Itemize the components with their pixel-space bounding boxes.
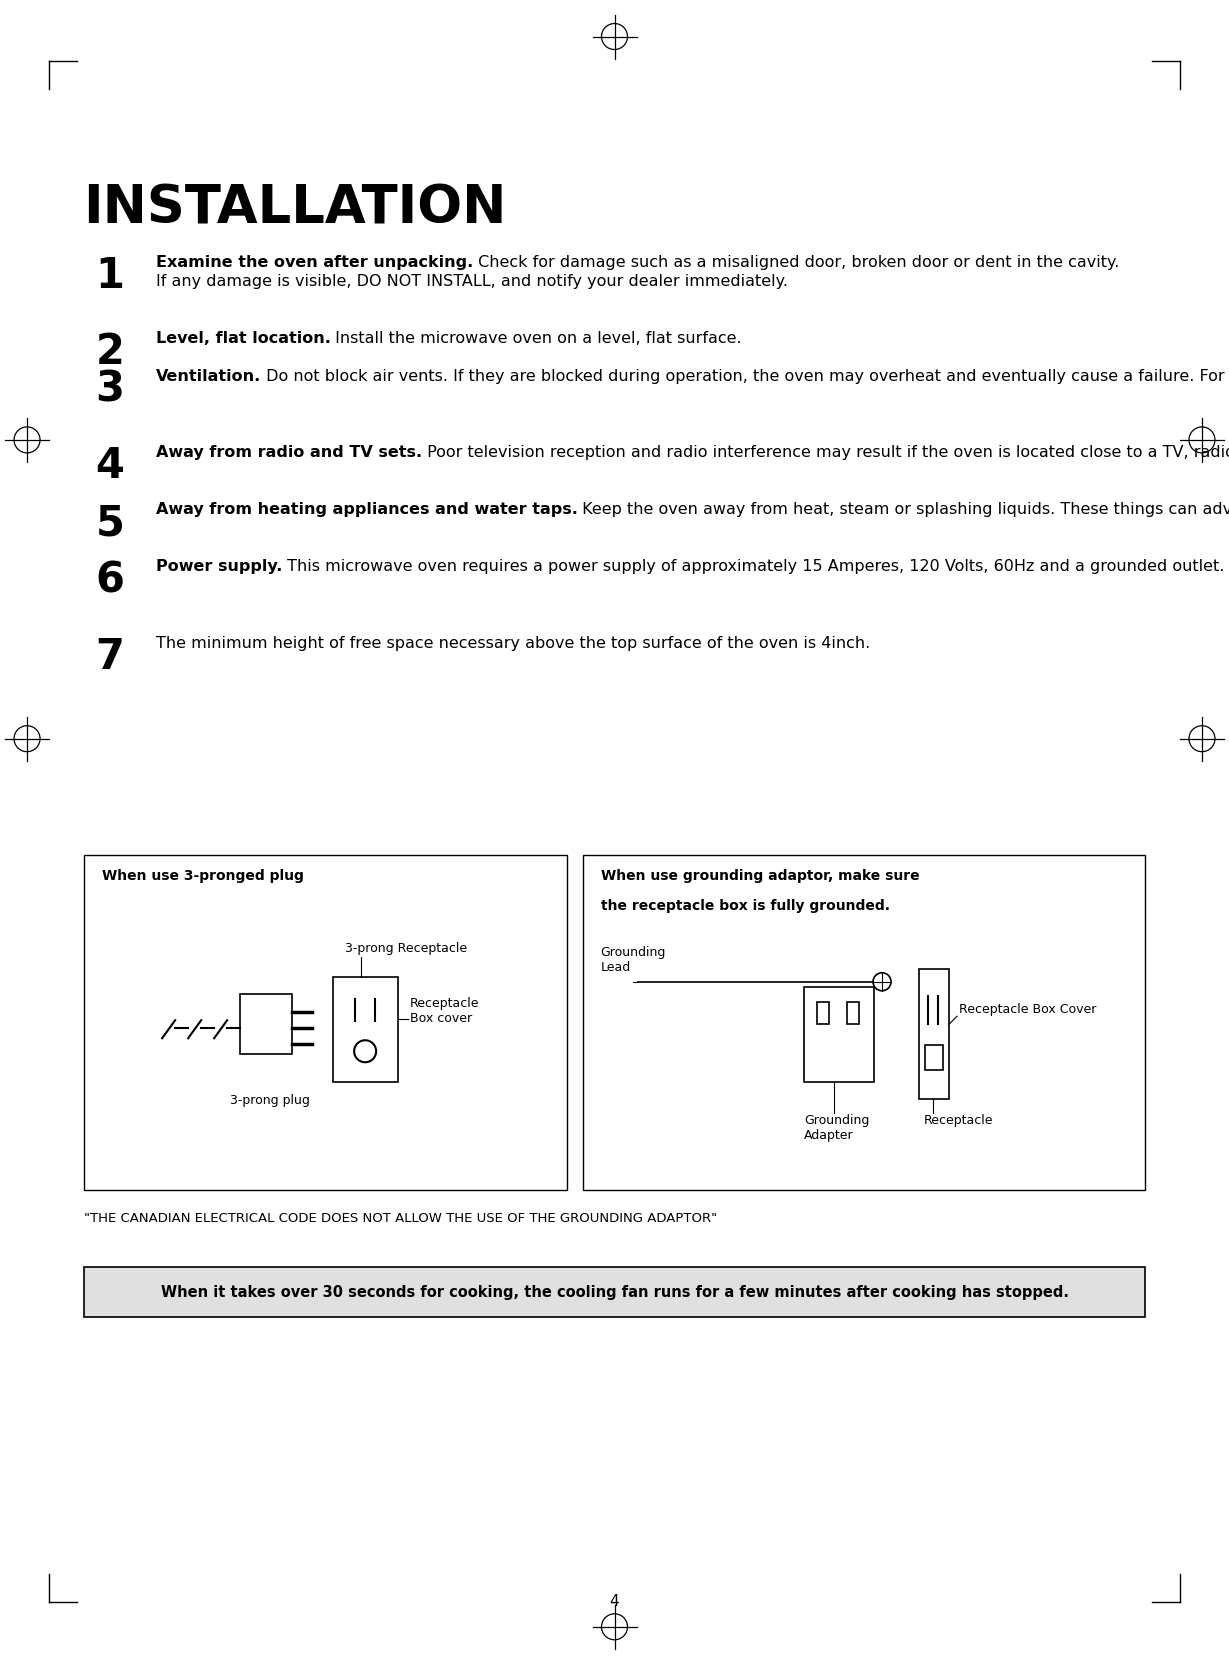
Bar [847, 1003, 859, 1024]
Text: 3-prong plug: 3-prong plug [230, 1094, 310, 1107]
Text: Receptacle Box Cover: Receptacle Box Cover [959, 1003, 1096, 1016]
Text: Power supply.: Power supply. [156, 559, 281, 574]
Text: Level, flat location.: Level, flat location. [156, 330, 331, 345]
Text: 4: 4 [610, 1594, 619, 1610]
Bar [583, 855, 1145, 1190]
Text: 3-prong Receptacle: 3-prong Receptacle [345, 941, 467, 954]
Text: 4: 4 [96, 445, 124, 486]
Text: Away from heating appliances and water taps.: Away from heating appliances and water t… [156, 501, 578, 518]
Text: Grounding
Adapter: Grounding Adapter [804, 1114, 869, 1142]
Text: This microwave oven requires a power supply of approximately 15 Amperes, 120 Vol: This microwave oven requires a power sup… [281, 559, 1229, 574]
Text: "THE CANADIAN ELECTRICAL CODE DOES NOT ALLOW THE USE OF THE GROUNDING ADAPTOR": "THE CANADIAN ELECTRICAL CODE DOES NOT A… [84, 1212, 717, 1225]
Text: 5: 5 [96, 501, 124, 544]
Bar [925, 1046, 943, 1071]
Bar [84, 1267, 1145, 1316]
Text: 2: 2 [96, 330, 124, 374]
Bar [333, 976, 398, 1082]
Text: the receptacle box is fully grounded.: the receptacle box is fully grounded. [601, 900, 890, 913]
Text: Poor television reception and radio interference may result if the oven is locat: Poor television reception and radio inte… [422, 445, 1229, 460]
Text: INSTALLATION: INSTALLATION [84, 183, 506, 234]
Text: 1: 1 [96, 254, 124, 297]
Text: Examine the oven after unpacking.: Examine the oven after unpacking. [156, 254, 473, 269]
Text: Install the microwave oven on a level, flat surface.: Install the microwave oven on a level, f… [331, 330, 742, 345]
Text: Do not block air vents. If they are blocked during operation, the oven may overh: Do not block air vents. If they are bloc… [261, 369, 1229, 383]
Bar [817, 1003, 830, 1024]
Text: When it takes over 30 seconds for cooking, the cooling fan runs for a few minute: When it takes over 30 seconds for cookin… [161, 1285, 1068, 1300]
Text: Receptacle: Receptacle [924, 1114, 993, 1127]
Text: Ventilation.: Ventilation. [156, 369, 261, 383]
Text: 6: 6 [96, 559, 124, 601]
Text: Away from radio and TV sets.: Away from radio and TV sets. [156, 445, 422, 460]
Text: Grounding
Lead: Grounding Lead [601, 946, 666, 974]
Text: The minimum height of free space necessary above the top surface of the oven is : The minimum height of free space necessa… [156, 636, 870, 651]
Text: Check for damage such as a misaligned door, broken door or dent in the cavity.: Check for damage such as a misaligned do… [473, 254, 1120, 269]
Bar [804, 986, 874, 1082]
Bar [919, 969, 949, 1099]
Polygon shape [240, 994, 293, 1054]
Text: Receptacle
Box cover: Receptacle Box cover [409, 998, 479, 1026]
Text: Keep the oven away from heat, steam or splashing liquids. These things can adver: Keep the oven away from heat, steam or s… [578, 501, 1229, 518]
Bar [84, 855, 567, 1190]
Text: If any damage is visible, DO NOT INSTALL, and notify your dealer immediately.: If any damage is visible, DO NOT INSTALL… [156, 274, 788, 289]
Text: 7: 7 [96, 636, 124, 677]
Text: When use grounding adaptor, make sure: When use grounding adaptor, make sure [601, 868, 919, 883]
Text: When use 3-pronged plug: When use 3-pronged plug [102, 868, 304, 883]
Text: 3: 3 [96, 369, 124, 410]
